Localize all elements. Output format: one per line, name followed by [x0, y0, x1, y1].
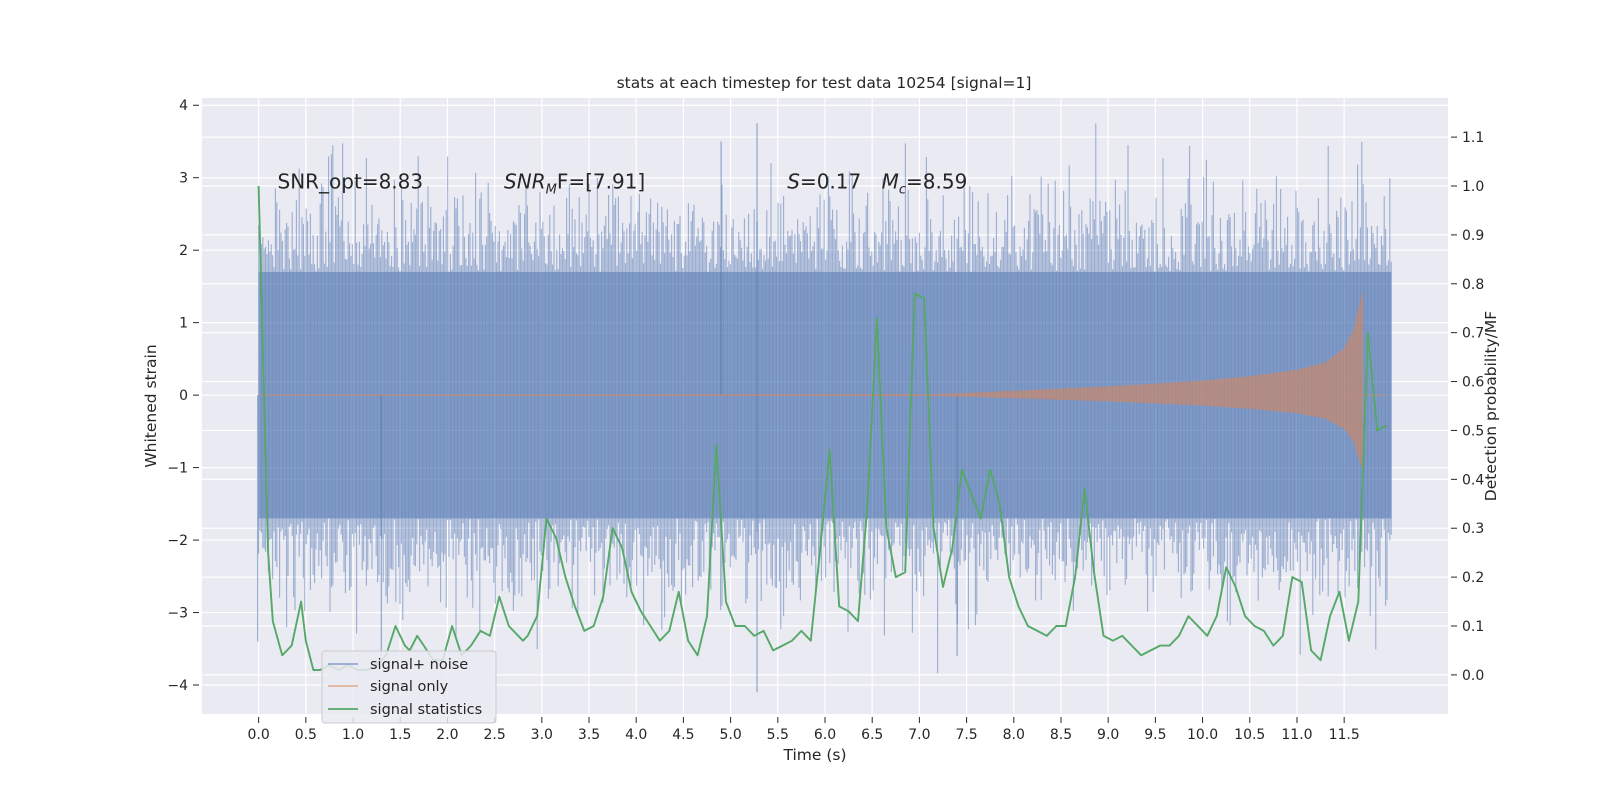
annotations: SNR_opt=8.83 SNRMF=[7.91] S=0.17 Mc=8.59 — [278, 169, 968, 197]
y2-tick-label: 0.8 — [1462, 277, 1484, 293]
y-tick-label: 2 — [179, 243, 188, 259]
y2-tick-label: 0.2 — [1462, 570, 1484, 586]
legend: signal+ noise signal only signal statist… — [321, 650, 497, 724]
y2-tick-label: 0.4 — [1462, 472, 1484, 488]
y-tick-label: 0 — [179, 388, 188, 404]
annotation-text: Mc=8.59 — [882, 169, 968, 197]
x-tick-label: 3.0 — [531, 727, 553, 743]
y2-tick-label: 0.6 — [1462, 375, 1484, 391]
y-tick-label: 1 — [179, 316, 188, 332]
series-signal-only — [258, 290, 1387, 471]
x-tick-label: 6.0 — [814, 727, 836, 743]
x-axis-ticks: 0.0 0.5 1.0 1.5 2.0 2.5 3.0 3.5 4.0 4.5 5.0 5.5 6.0 6… — [248, 717, 1360, 743]
annotation-text: SNRMF=[7.91] — [504, 169, 645, 197]
annotation-text: S=0.17 — [787, 169, 861, 193]
x-tick-label: 11.5 — [1329, 727, 1360, 743]
x-tick-label: 4.0 — [625, 727, 647, 743]
x-tick-label: 2.5 — [483, 727, 505, 743]
x-tick-label: 0.5 — [295, 727, 317, 743]
y-tick-label: −3 — [167, 606, 188, 622]
legend-label-signal-statistics: signal statistics — [370, 702, 482, 718]
x-tick-label: 3.5 — [578, 727, 600, 743]
y-tick-label: −4 — [167, 678, 188, 694]
chart-title: stats at each timestep for test data 102… — [617, 74, 1032, 92]
y-axis-ticks: −4 −3 −2 −1 0 1 2 3 4 — [167, 98, 199, 694]
x-tick-label: 0.0 — [248, 727, 270, 743]
x-tick-label: 7.5 — [955, 727, 977, 743]
x-tick-label: 7.0 — [908, 727, 930, 743]
y2-tick-label: 0.3 — [1462, 521, 1484, 537]
y2-tick-label: 0.5 — [1462, 423, 1484, 439]
x-tick-label: 10.0 — [1187, 727, 1218, 743]
x-tick-label: 1.5 — [389, 727, 411, 743]
y2-tick-label: 0.1 — [1462, 619, 1484, 635]
x-tick-label: 9.0 — [1097, 727, 1119, 743]
y2-tick-label: 1.1 — [1462, 130, 1484, 146]
x-tick-label: 8.0 — [1003, 727, 1025, 743]
y-tick-label: 4 — [179, 98, 188, 114]
y-tick-label: −2 — [167, 533, 188, 549]
x-tick-label: 5.0 — [719, 727, 741, 743]
legend-label-signal-noise: signal+ noise — [370, 657, 468, 673]
x-tick-label: 8.5 — [1050, 727, 1072, 743]
y2-axis-label: Detection probability/MF — [1482, 311, 1500, 502]
y2-tick-label: 0.0 — [1462, 668, 1484, 684]
y-axis-label: Whitened strain — [142, 344, 160, 467]
plot-clip — [256, 123, 1392, 693]
x-axis-label: Time (s) — [782, 746, 846, 764]
y2-tick-label: 0.9 — [1462, 228, 1484, 244]
y-tick-label: 3 — [179, 171, 188, 187]
x-tick-label: 11.0 — [1281, 727, 1312, 743]
legend-label-signal-only: signal only — [370, 679, 449, 695]
y2-axis-ticks: 0.0 0.1 0.2 0.3 0.4 0.5 0.6 0.7 0.8 0.9 1.0 1.1 — [1451, 130, 1484, 684]
y-tick-label: −1 — [167, 461, 188, 477]
x-tick-label: 1.0 — [342, 727, 364, 743]
y2-tick-label: 1.0 — [1462, 179, 1484, 195]
annotation-text: SNR_opt=8.83 — [278, 169, 424, 193]
x-tick-label: 10.5 — [1234, 727, 1265, 743]
x-tick-label: 6.5 — [861, 727, 883, 743]
legend-frame — [321, 650, 497, 724]
x-tick-label: 2.0 — [436, 727, 458, 743]
x-tick-label: 9.5 — [1144, 727, 1166, 743]
x-tick-label: 5.5 — [767, 727, 789, 743]
y2-tick-label: 0.7 — [1462, 326, 1484, 342]
x-tick-label: 4.5 — [672, 727, 694, 743]
